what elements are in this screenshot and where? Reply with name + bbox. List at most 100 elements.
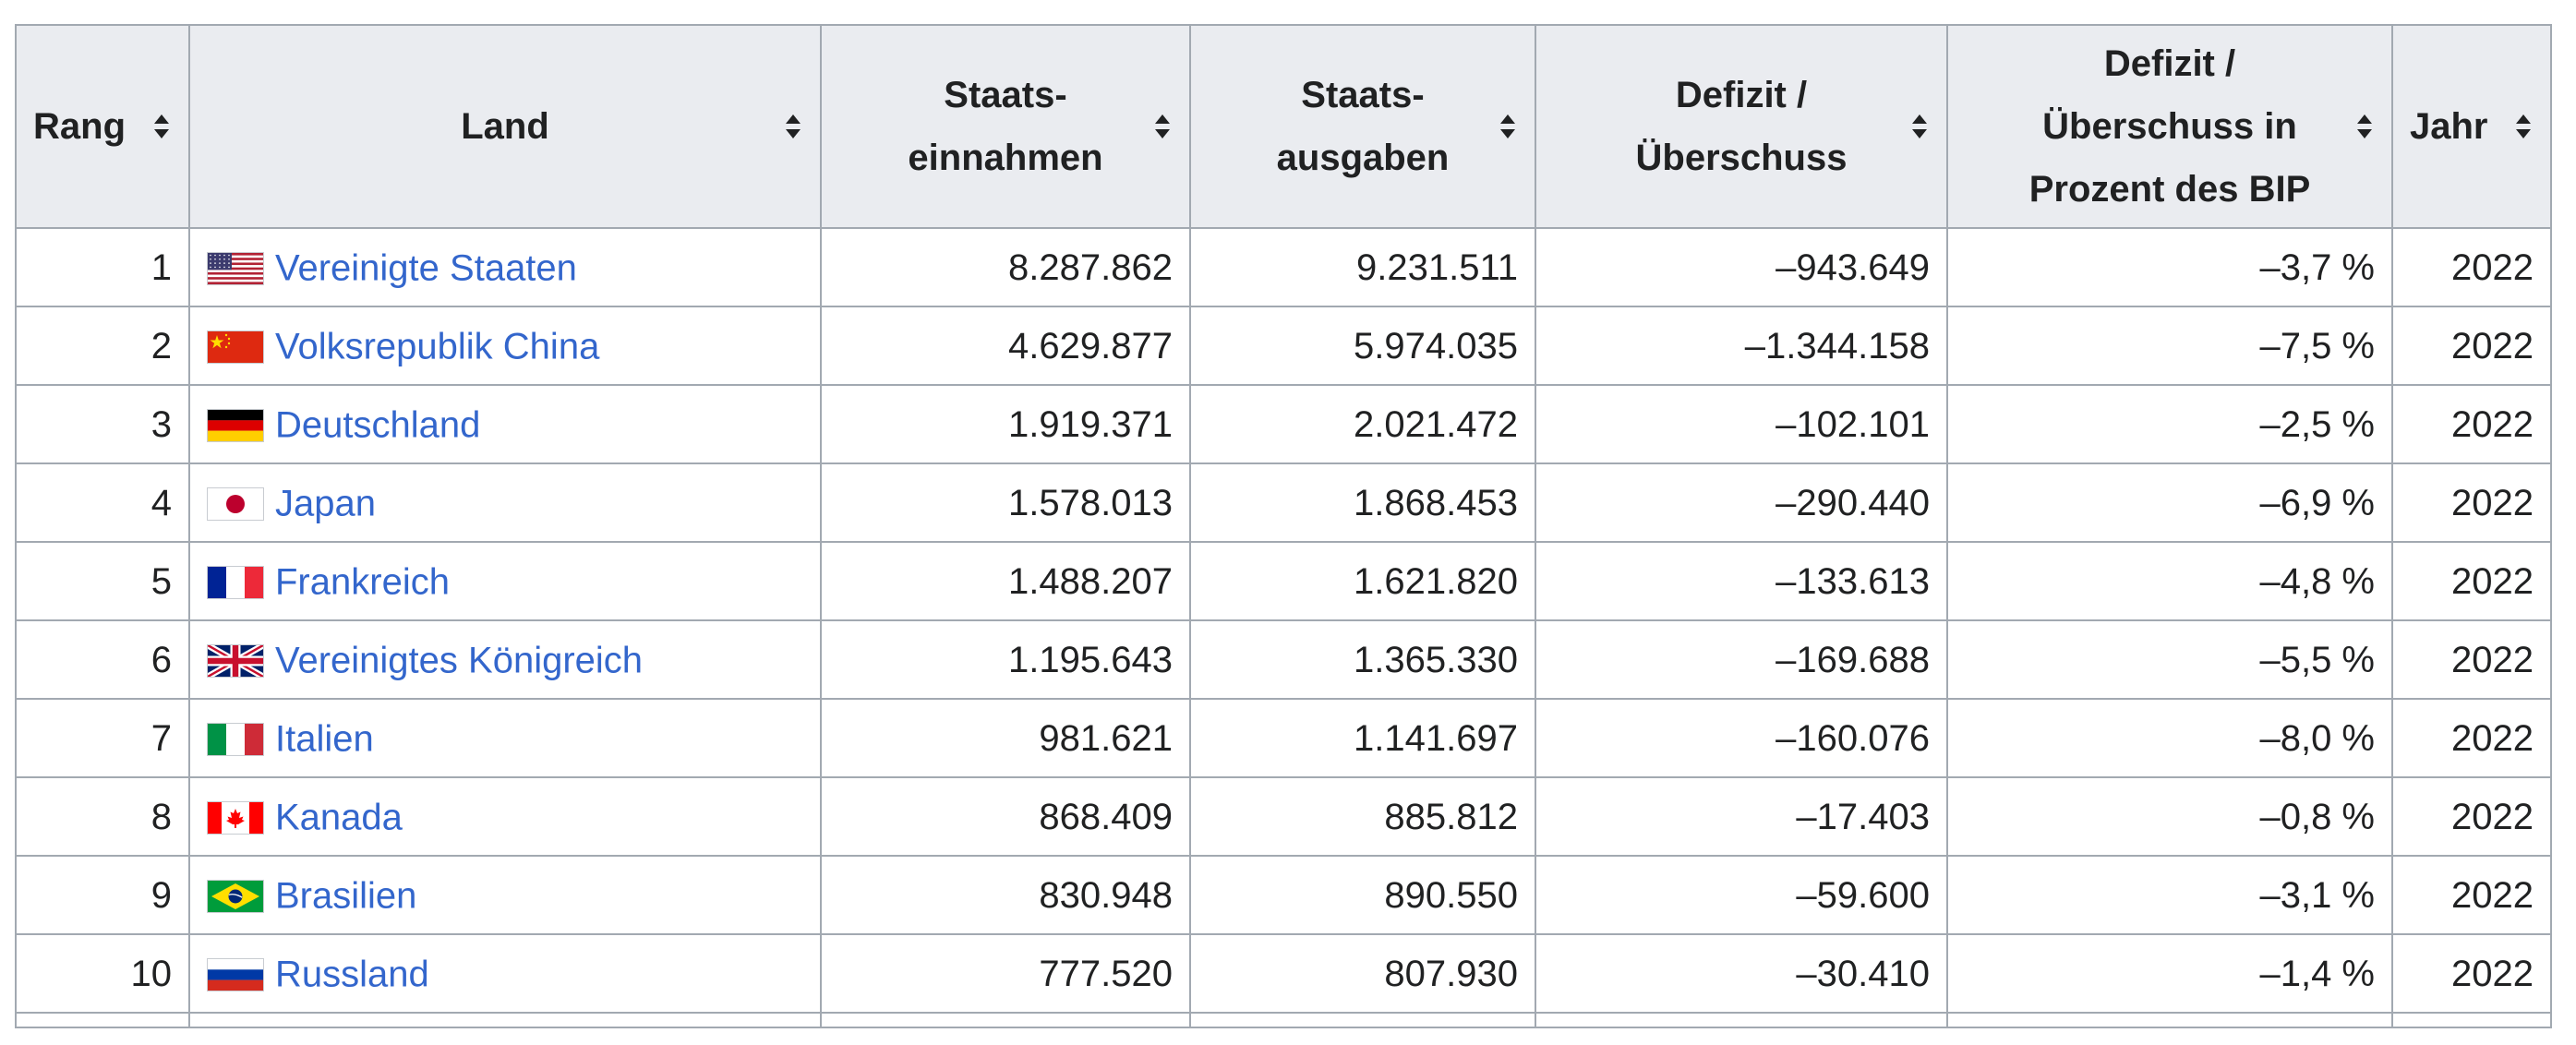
cell-rang: 10 bbox=[15, 933, 190, 1014]
header-label: Staats-ausgaben bbox=[1276, 75, 1450, 178]
header-label: Rang bbox=[33, 106, 126, 147]
country-link[interactable]: Vereinigte Staaten bbox=[275, 247, 577, 289]
flag-china-icon bbox=[207, 330, 264, 364]
flag-brazil-icon bbox=[207, 879, 264, 913]
cell-staatsausgaben: 1.365.330 bbox=[1189, 619, 1536, 700]
cell-rang: 5 bbox=[15, 541, 190, 621]
country-link[interactable]: Kanada bbox=[275, 797, 403, 838]
cell-defizit: –160.076 bbox=[1535, 698, 1948, 778]
cell-defizit-prozent: –4,8 % bbox=[1946, 541, 2393, 621]
sort-icon[interactable] bbox=[1152, 113, 1173, 140]
cell-jahr: 2022 bbox=[2391, 698, 2552, 778]
cell-defizit-prozent: –6,9 % bbox=[1946, 462, 2393, 543]
table-row: 6 Vereinigtes Königreich 1.195.643 1.365.3… bbox=[15, 619, 2552, 700]
table-cell-empty bbox=[820, 1012, 1191, 1028]
country-link[interactable]: Frankreich bbox=[275, 561, 450, 603]
cell-staatseinnahmen: 981.621 bbox=[820, 698, 1191, 778]
country-link[interactable]: Japan bbox=[275, 483, 376, 524]
cell-staatseinnahmen: 1.578.013 bbox=[820, 462, 1191, 543]
cell-land: Frankreich bbox=[188, 541, 822, 621]
country-link[interactable]: Brasilien bbox=[275, 875, 417, 917]
cell-staatseinnahmen: 1.919.371 bbox=[820, 384, 1191, 464]
header-row: Rang Land Staats-einnahmen Staats-ausgab… bbox=[15, 24, 2552, 229]
flag-canada-icon bbox=[207, 800, 264, 835]
cell-staatsausgaben: 807.930 bbox=[1189, 933, 1536, 1014]
cell-defizit: –1.344.158 bbox=[1535, 306, 1948, 386]
cell-jahr: 2022 bbox=[2391, 462, 2552, 543]
cell-staatsausgaben: 885.812 bbox=[1189, 776, 1536, 857]
cell-land: Vereinigtes Königreich bbox=[188, 619, 822, 700]
cell-staatsausgaben: 1.141.697 bbox=[1189, 698, 1536, 778]
table-row: 5 Frankreich 1.488.207 1.621.820 –133.613 –4… bbox=[15, 541, 2552, 621]
table-cell-empty bbox=[1189, 1012, 1536, 1028]
cell-defizit: –17.403 bbox=[1535, 776, 1948, 857]
cell-defizit-prozent: –5,5 % bbox=[1946, 619, 2393, 700]
cell-staatsausgaben: 890.550 bbox=[1189, 855, 1536, 935]
flag-russia-icon bbox=[207, 957, 264, 991]
cell-rang: 7 bbox=[15, 698, 190, 778]
flag-usa-icon bbox=[207, 251, 264, 285]
header-staatsausgaben[interactable]: Staats-ausgaben bbox=[1189, 24, 1536, 229]
table-cell-empty bbox=[2391, 1012, 2552, 1028]
cell-defizit-prozent: –3,1 % bbox=[1946, 855, 2393, 935]
country-link[interactable]: Russland bbox=[275, 954, 429, 995]
header-rang[interactable]: Rang bbox=[15, 24, 190, 229]
cell-land: Russland bbox=[188, 933, 822, 1014]
cell-rang: 4 bbox=[15, 462, 190, 543]
table-row: 7 Italien 981.621 1.141.697 –160.076 –8,0 % 2… bbox=[15, 698, 2552, 778]
cell-land: Deutschland bbox=[188, 384, 822, 464]
header-jahr[interactable]: Jahr bbox=[2391, 24, 2552, 229]
cell-land: Japan bbox=[188, 462, 822, 543]
header-land[interactable]: Land bbox=[188, 24, 822, 229]
country-link[interactable]: Vereinigtes Königreich bbox=[275, 640, 644, 681]
table-row: 8 Kanada 868.409 885.812 –17.403 –0,8 % 2022 bbox=[15, 776, 2552, 857]
header-label: Jahr bbox=[2410, 106, 2488, 147]
cell-staatseinnahmen: 777.520 bbox=[820, 933, 1191, 1014]
cell-staatsausgaben: 9.231.511 bbox=[1189, 227, 1536, 307]
cell-jahr: 2022 bbox=[2391, 227, 2552, 307]
sort-icon[interactable] bbox=[151, 113, 172, 140]
cell-staatsausgaben: 2.021.472 bbox=[1189, 384, 1536, 464]
cell-jahr: 2022 bbox=[2391, 619, 2552, 700]
sort-icon[interactable] bbox=[783, 113, 803, 140]
cell-defizit-prozent: –0,8 % bbox=[1946, 776, 2393, 857]
country-link[interactable]: Deutschland bbox=[275, 404, 481, 446]
table-row: 1 Vereinigte Staaten 8.287.862 9.231.511 –94… bbox=[15, 227, 2552, 307]
cell-defizit-prozent: –8,0 % bbox=[1946, 698, 2393, 778]
country-link[interactable]: Italien bbox=[275, 718, 374, 760]
cell-defizit-prozent: –3,7 % bbox=[1946, 227, 2393, 307]
sort-icon[interactable] bbox=[2354, 113, 2375, 140]
table-row: 2 Volksrepublik China 4.629.877 5.974.035–… bbox=[15, 306, 2552, 386]
cell-defizit: –102.101 bbox=[1535, 384, 1948, 464]
flag-japan-icon bbox=[207, 486, 264, 521]
cell-jahr: 2022 bbox=[2391, 855, 2552, 935]
cell-staatseinnahmen: 8.287.862 bbox=[820, 227, 1191, 307]
cell-rang: 9 bbox=[15, 855, 190, 935]
cell-staatsausgaben: 1.621.820 bbox=[1189, 541, 1536, 621]
sort-icon[interactable] bbox=[1909, 113, 1930, 140]
header-label: Staats-einnahmen bbox=[908, 75, 1103, 178]
sort-icon[interactable] bbox=[1498, 113, 1518, 140]
table-row: 3 Deutschland 1.919.371 2.021.472 –102.101–… bbox=[15, 384, 2552, 464]
cell-rang: 3 bbox=[15, 384, 190, 464]
cell-rang: 8 bbox=[15, 776, 190, 857]
header-defizit-prozent[interactable]: Defizit / Überschuss in Prozent des BIP bbox=[1946, 24, 2393, 229]
cell-land: Brasilien bbox=[188, 855, 822, 935]
cell-defizit-prozent: –7,5 % bbox=[1946, 306, 2393, 386]
cell-defizit: –59.600 bbox=[1535, 855, 1948, 935]
cell-staatsausgaben: 1.868.453 bbox=[1189, 462, 1536, 543]
header-label: Defizit / Überschuss bbox=[1635, 75, 1848, 178]
sort-icon[interactable] bbox=[2513, 113, 2534, 140]
cell-land: Volksrepublik China bbox=[188, 306, 822, 386]
cell-staatseinnahmen: 868.409 bbox=[820, 776, 1191, 857]
table-row: 9 Brasilien 830.948 890.550 –59.600 –3,1 % 20… bbox=[15, 855, 2552, 935]
header-staatseinnahmen[interactable]: Staats-einnahmen bbox=[820, 24, 1191, 229]
cell-staatseinnahmen: 1.195.643 bbox=[820, 619, 1191, 700]
header-label: Defizit / Überschuss in Prozent des BIP bbox=[2028, 43, 2311, 210]
country-link[interactable]: Volksrepublik China bbox=[275, 326, 600, 367]
cell-defizit-prozent: –2,5 % bbox=[1946, 384, 2393, 464]
header-defizit[interactable]: Defizit / Überschuss bbox=[1535, 24, 1948, 229]
flag-germany-icon bbox=[207, 408, 264, 442]
table-row-partial bbox=[15, 1012, 2552, 1028]
cell-staatseinnahmen: 1.488.207 bbox=[820, 541, 1191, 621]
